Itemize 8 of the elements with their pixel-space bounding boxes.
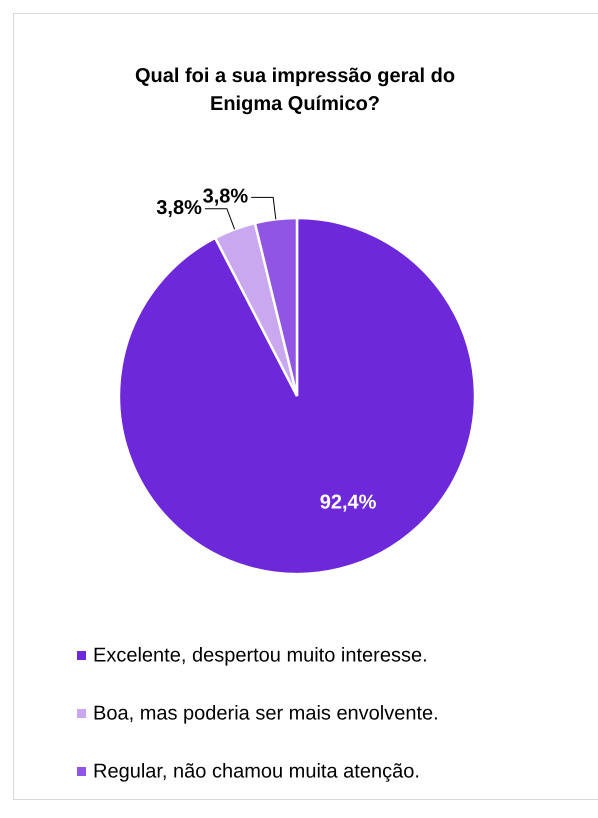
chart-title: Qual foi a sua impressão geral do Enigma Químico? — [134, 65, 456, 115]
data-label: 3,8% — [202, 186, 248, 208]
legend-label: Boa, mas poderia ser mais envolvente. — [93, 702, 439, 724]
pie-slice — [118, 216, 476, 576]
legend-label: Regular, não chamou muita atenção. — [93, 760, 420, 782]
data-label: 92,4% — [320, 492, 377, 514]
data-label: 3,8% — [156, 196, 202, 219]
legend-label: Excelente, despertou muito interesse. — [93, 644, 428, 666]
